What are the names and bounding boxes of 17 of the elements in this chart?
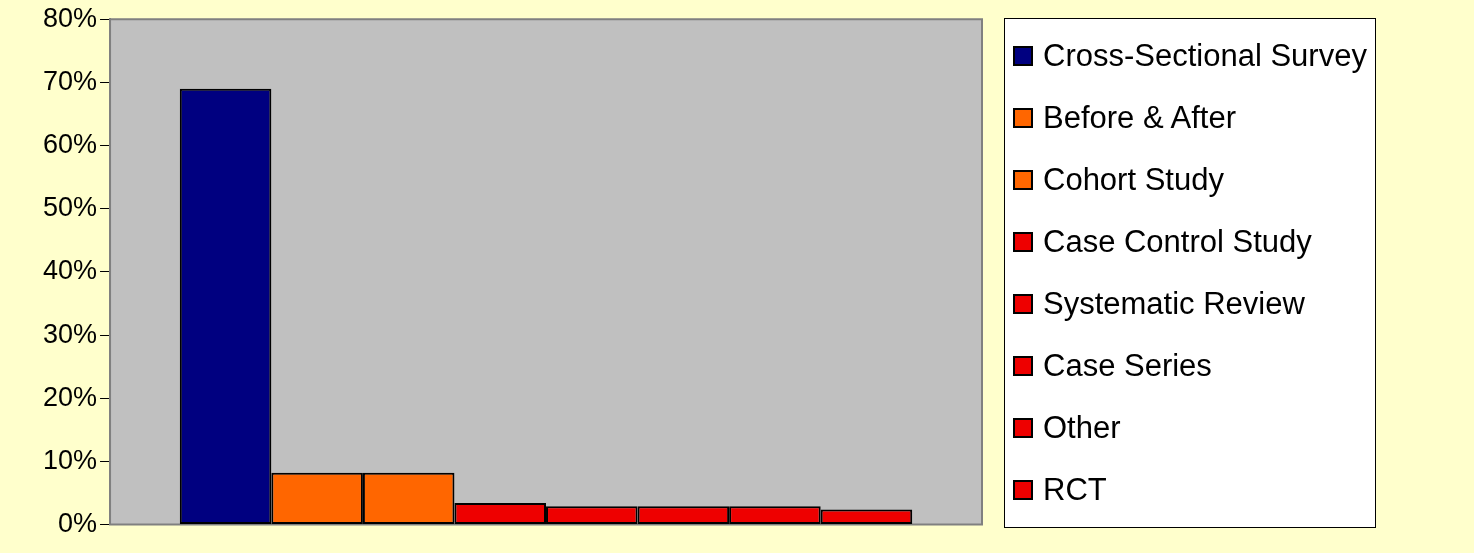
y-tick-label: 70% [42,65,98,96]
y-tick-label: 20% [42,381,98,412]
legend-label: Other [1043,410,1121,446]
y-tick-label: 30% [42,318,98,349]
y-tick-label: 80% [42,2,98,33]
y-tick-label: 0% [58,508,98,539]
legend-label: RCT [1043,472,1107,508]
y-tick-label: 40% [42,255,98,286]
legend-label: Systematic Review [1043,286,1305,322]
legend-label: Case Control Study [1043,224,1312,260]
legend-label: Cohort Study [1043,162,1224,198]
legend-label: Before & After [1043,100,1236,136]
y-tick-label: 60% [42,129,98,159]
y-tick-label: 10% [42,444,98,475]
legend-label: Cross-Sectional Survey [1043,38,1367,74]
y-tick-label: 50% [42,192,98,223]
legend-label: Case Series [1043,348,1212,384]
